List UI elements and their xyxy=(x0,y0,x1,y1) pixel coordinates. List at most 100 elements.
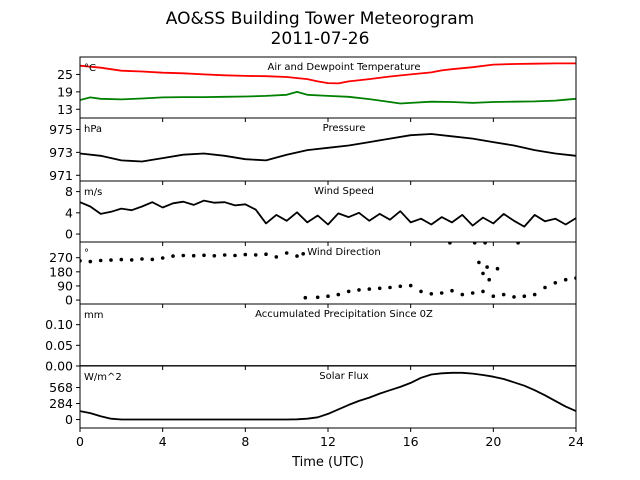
panel-unit: W/m^2 xyxy=(84,372,122,383)
panel-2-series xyxy=(80,133,576,163)
x-axis: 0 4 8 12 16 20 24 xyxy=(76,434,584,449)
data-point xyxy=(419,289,423,294)
panel-unit: mm xyxy=(84,310,103,321)
panel-1: 13 19 25 °C Air and Dewpoint Temperature xyxy=(57,56,577,122)
y-tick-label: 0 xyxy=(65,227,73,242)
data-point xyxy=(301,252,306,256)
y-tick-label: 0.05 xyxy=(45,338,73,353)
data-point xyxy=(491,294,496,299)
data-point xyxy=(315,295,320,300)
data-point xyxy=(388,285,392,290)
series-line-1 xyxy=(80,133,576,163)
panel-6-series xyxy=(80,371,576,421)
panel-title: Accumulated Precipitation Since 0Z xyxy=(255,309,433,320)
data-point xyxy=(448,242,452,245)
panel-2: 971 973 975 hPa Pressure xyxy=(49,117,577,185)
panel-title: Solar Flux xyxy=(319,371,369,382)
data-point xyxy=(481,289,485,294)
data-point xyxy=(295,254,299,258)
data-point xyxy=(140,257,144,261)
data-point xyxy=(481,271,485,276)
y-tick-label: 971 xyxy=(49,168,73,183)
data-point xyxy=(326,294,330,299)
panel-3: 0 4 8 m/s Wind Speed xyxy=(65,180,577,246)
panel-unit: m/s xyxy=(84,187,102,198)
x-tick-label: 24 xyxy=(568,434,584,449)
data-point xyxy=(303,295,308,300)
x-tick-label: 0 xyxy=(76,434,84,449)
panel-1-series xyxy=(80,62,576,105)
data-point xyxy=(264,252,268,256)
y-tick-label: 284 xyxy=(49,396,73,411)
panel-unit: ° xyxy=(84,248,89,259)
data-point xyxy=(181,253,186,258)
y-tick-label: 973 xyxy=(49,145,73,160)
data-point xyxy=(119,257,124,262)
y-tick-label: 270 xyxy=(49,250,73,265)
data-point xyxy=(563,277,568,282)
y-tick-label: 0 xyxy=(65,412,73,427)
data-point xyxy=(243,252,248,257)
series-line-1 xyxy=(80,62,576,85)
panel-5: 0.00 0.05 0.10 mm Accumulated Precipitation … xyxy=(45,303,577,374)
y-tick-label: 13 xyxy=(57,102,73,117)
data-point xyxy=(408,283,413,288)
data-point xyxy=(501,292,506,297)
data-point xyxy=(336,292,341,297)
x-tick-label: 20 xyxy=(485,434,501,449)
data-point xyxy=(460,292,465,297)
y-tick-label: 4 xyxy=(65,205,73,220)
panel-title: Air and Dewpoint Temperature xyxy=(268,62,421,73)
series-line-1 xyxy=(80,199,576,228)
data-point xyxy=(367,287,372,291)
y-tick-label: 568 xyxy=(49,380,73,395)
x-tick-label: 16 xyxy=(403,434,419,449)
y-tick-label: 25 xyxy=(57,67,73,82)
data-point xyxy=(483,242,487,245)
data-point xyxy=(398,284,403,289)
data-point xyxy=(212,254,217,258)
data-point xyxy=(171,254,175,258)
data-point xyxy=(477,260,481,265)
y-tick-label: 0 xyxy=(65,293,73,308)
y-tick-label: 90 xyxy=(57,278,73,293)
data-point xyxy=(88,259,93,264)
data-point xyxy=(284,251,289,255)
data-point xyxy=(160,256,165,260)
series-line-2 xyxy=(80,91,576,105)
data-point xyxy=(495,266,500,271)
data-point xyxy=(191,253,196,258)
data-point xyxy=(222,253,227,257)
data-point xyxy=(472,242,477,245)
figure-title: AO&SS Building Tower Meteorogram xyxy=(166,9,474,29)
data-point xyxy=(346,289,351,294)
data-point xyxy=(450,288,454,293)
series-line-1 xyxy=(80,371,576,421)
y-tick-label: 19 xyxy=(57,84,73,99)
data-point xyxy=(516,242,520,245)
data-point xyxy=(253,253,258,257)
data-point xyxy=(98,258,103,263)
panel-unit: °C xyxy=(84,63,96,74)
panel-title: Wind Direction xyxy=(307,247,381,258)
data-point xyxy=(377,286,382,291)
data-point xyxy=(532,292,537,297)
data-point xyxy=(429,292,434,296)
y-tick-label: 180 xyxy=(49,264,73,279)
data-point xyxy=(470,291,475,295)
data-point xyxy=(109,258,113,262)
data-point xyxy=(357,288,361,292)
y-tick-label: 8 xyxy=(65,184,73,199)
y-tick-label: 975 xyxy=(49,122,73,137)
y-tick-label: 0.00 xyxy=(45,359,73,374)
data-point xyxy=(202,253,206,258)
panel-unit: hPa xyxy=(84,124,102,135)
data-point xyxy=(233,253,237,258)
data-point xyxy=(439,291,444,295)
panel-3-series xyxy=(80,199,576,228)
x-tick-label: 8 xyxy=(241,434,249,449)
data-point xyxy=(522,294,527,299)
y-tick-label: 0.10 xyxy=(45,317,73,332)
